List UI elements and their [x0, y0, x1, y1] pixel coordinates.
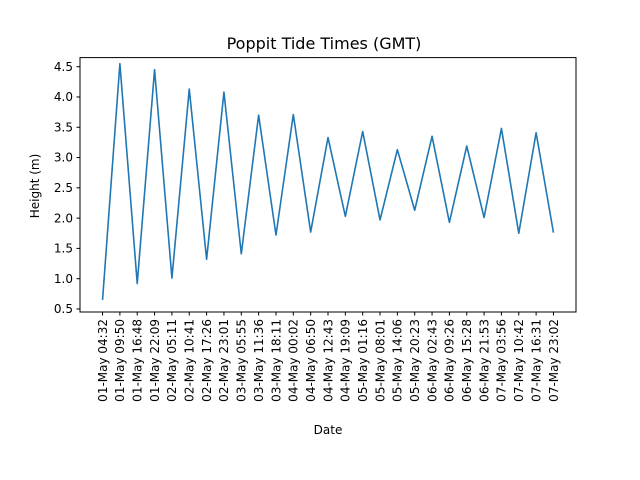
x-axis-ticks: 01-May 04:32 01-May 09:50 01-May 16:48 01-M… [96, 312, 561, 402]
x-tick-label: 01-May 09:50 [113, 319, 127, 402]
y-tick-label: 4.5 [54, 60, 73, 74]
y-tick-label: 0.5 [54, 302, 73, 316]
x-tick-label: 06-May 09:26 [443, 319, 457, 402]
x-tick-label: 03-May 18:11 [269, 319, 283, 402]
y-tick-label: 2.5 [54, 181, 73, 195]
x-tick-label: 06-May 02:43 [425, 319, 439, 402]
x-tick-label: 03-May 11:36 [252, 319, 266, 402]
y-tick-label: 3.0 [54, 151, 73, 165]
x-axis-label: Date [314, 423, 343, 437]
x-tick-label: 07-May 10:42 [512, 319, 526, 402]
y-tick-label: 1.0 [54, 272, 73, 286]
x-tick-label: 05-May 01:16 [356, 319, 370, 402]
plot-frame [79, 57, 577, 313]
x-tick-label: 02-May 23:01 [217, 319, 231, 402]
x-tick-label: 04-May 12:43 [321, 319, 335, 402]
x-tick-label: 01-May 04:32 [96, 319, 110, 402]
y-axis-label: Height (m) [28, 154, 42, 219]
x-tick-label: 02-May 17:26 [200, 319, 214, 402]
chart-title: Poppit Tide Times (GMT) [227, 34, 422, 53]
x-tick-label: 06-May 21:53 [477, 319, 491, 402]
x-tick-label: 04-May 00:02 [287, 319, 301, 402]
x-tick-label: 02-May 05:11 [165, 319, 179, 402]
y-tick-label: 1.5 [54, 242, 73, 256]
x-tick-label: 04-May 06:50 [304, 319, 318, 402]
y-tick-label: 3.5 [54, 120, 73, 134]
x-tick-label: 05-May 14:06 [391, 319, 405, 402]
series-layer [101, 62, 555, 300]
x-tick-label: 07-May 16:31 [529, 319, 543, 402]
x-tick-label: 05-May 20:23 [408, 319, 422, 402]
x-tick-label: 05-May 08:01 [373, 319, 387, 402]
x-tick-label: 03-May 05:55 [235, 319, 249, 402]
x-tick-label: 06-May 15:28 [460, 319, 474, 402]
x-tick-label: 02-May 10:41 [183, 319, 197, 402]
x-tick-label: 04-May 19:09 [339, 319, 353, 402]
x-tick-label: 07-May 03:56 [495, 319, 509, 402]
x-tick-label: 01-May 22:09 [148, 319, 162, 402]
tide-height-line [101, 62, 555, 300]
x-tick-label: 01-May 16:48 [131, 319, 145, 402]
y-tick-label: 2.0 [54, 211, 73, 225]
y-axis-ticks: 0.5 1.0 1.5 2.0 2.5 3.0 3.5 4.0 4.5 [54, 60, 80, 316]
x-tick-label: 07-May 23:02 [547, 319, 561, 402]
y-tick-label: 4.0 [54, 90, 73, 104]
